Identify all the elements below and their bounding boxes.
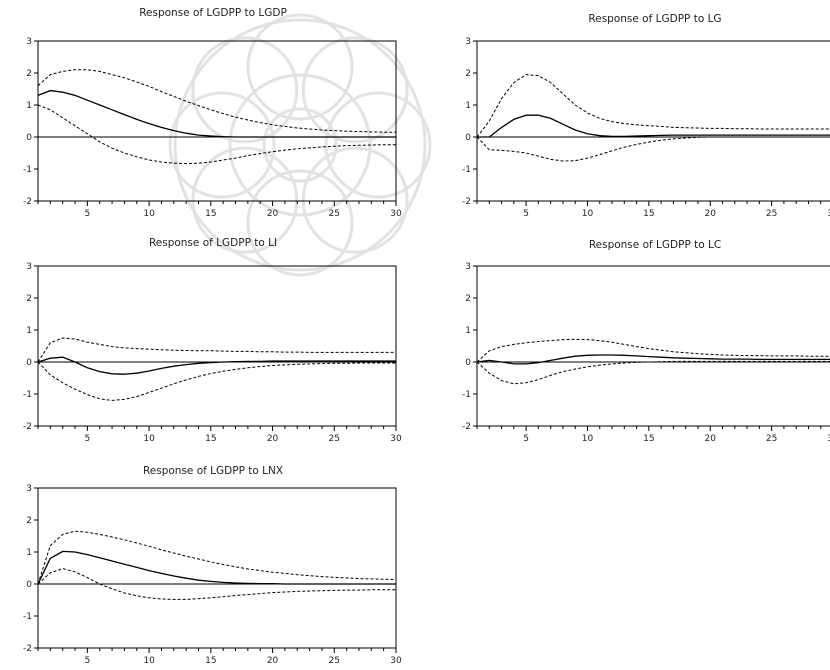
x-tick-label: 20 [267, 656, 279, 666]
impulse-response-line [477, 114, 830, 138]
upper-band-line [37, 69, 396, 133]
y-tick-label: 3 [26, 37, 32, 47]
plot-frame [476, 40, 830, 202]
panel-title: Response of LGDPP to LC [589, 239, 721, 251]
y-tick-label: -2 [462, 422, 471, 432]
y-tick-label: 1 [26, 548, 32, 558]
x-tick-label: 25 [329, 656, 340, 666]
x-tick-label: 5 [85, 209, 91, 219]
x-tick-label: 25 [766, 434, 777, 444]
y-tick-label: 1 [26, 101, 32, 111]
y-tick-label: -1 [23, 612, 32, 622]
panel-title: Response of LGDPP to LGDP [139, 7, 287, 19]
y-tick-label: 2 [26, 294, 32, 304]
impulse-response-line [37, 550, 396, 585]
x-tick-label: 10 [143, 434, 155, 444]
y-tick-label: -2 [23, 644, 32, 654]
y-tick-label: 3 [465, 262, 471, 272]
y-tick-label: -1 [462, 165, 471, 175]
x-tick-label: 20 [705, 434, 717, 444]
x-tick-label: 15 [205, 656, 216, 666]
y-tick-label: -1 [23, 165, 32, 175]
y-tick-label: 2 [465, 294, 471, 304]
y-tick-label: 2 [26, 516, 32, 526]
x-tick-label: 15 [643, 209, 654, 219]
x-tick-label: 5 [85, 434, 91, 444]
y-tick-label: 0 [26, 133, 32, 143]
y-tick-label: -2 [23, 197, 32, 207]
y-tick-label: 0 [465, 358, 471, 368]
y-tick-label: 3 [465, 37, 471, 47]
y-tick-label: 0 [26, 358, 32, 368]
impulse-response-line [476, 354, 830, 365]
upper-band-line [37, 530, 397, 585]
x-tick-label: 20 [267, 434, 279, 444]
x-tick-label: 30 [390, 656, 402, 666]
upper-band-line [476, 338, 830, 363]
y-tick-label: -2 [462, 197, 471, 207]
impulse-response-line [37, 89, 396, 138]
x-tick-label: 30 [390, 209, 402, 219]
x-tick-label: 10 [143, 656, 155, 666]
upper-band-line [476, 74, 830, 138]
x-tick-label: 15 [205, 209, 216, 219]
y-tick-label: -1 [23, 390, 32, 400]
x-tick-label: 5 [85, 656, 91, 666]
x-tick-label: 5 [523, 209, 529, 219]
y-tick-label: 1 [465, 101, 471, 111]
plot-frame [37, 40, 397, 202]
x-tick-label: 10 [582, 209, 594, 219]
panel-title: Response of LGDPP to LG [588, 13, 721, 25]
y-tick-label: 2 [465, 69, 471, 79]
plot-frame [37, 487, 397, 649]
x-tick-label: 30 [827, 209, 830, 219]
y-tick-label: 3 [26, 484, 32, 494]
lower-band-line [476, 136, 830, 162]
y-tick-label: -2 [23, 422, 32, 432]
lower-band-line [37, 568, 396, 600]
x-tick-label: 25 [766, 209, 777, 219]
lower-band-line [37, 361, 396, 401]
x-tick-label: 30 [390, 434, 402, 444]
x-tick-label: 25 [329, 434, 340, 444]
x-tick-label: 25 [329, 209, 340, 219]
x-tick-label: 30 [827, 434, 830, 444]
y-tick-label: 3 [26, 262, 32, 272]
x-tick-label: 20 [267, 209, 279, 219]
plot-frame [476, 265, 830, 427]
panel-title: Response of LGDPP to LNX [143, 465, 283, 477]
y-tick-label: 0 [465, 133, 471, 143]
x-tick-label: 5 [523, 434, 529, 444]
y-tick-label: 1 [26, 326, 32, 336]
x-tick-label: 15 [643, 434, 654, 444]
x-tick-label: 20 [705, 209, 717, 219]
panel-title: Response of LGDPP to LI [149, 237, 277, 249]
x-tick-label: 10 [582, 434, 594, 444]
lower-band-line [37, 104, 396, 165]
y-tick-label: 0 [26, 580, 32, 590]
x-tick-label: 10 [143, 209, 155, 219]
y-tick-label: 1 [465, 326, 471, 336]
plot-frame [37, 265, 397, 427]
lower-band-line [476, 360, 830, 385]
y-tick-label: -1 [462, 390, 471, 400]
x-tick-label: 15 [205, 434, 216, 444]
upper-band-line [37, 337, 396, 363]
impulse-response-line [37, 356, 396, 375]
y-tick-label: 2 [26, 69, 32, 79]
